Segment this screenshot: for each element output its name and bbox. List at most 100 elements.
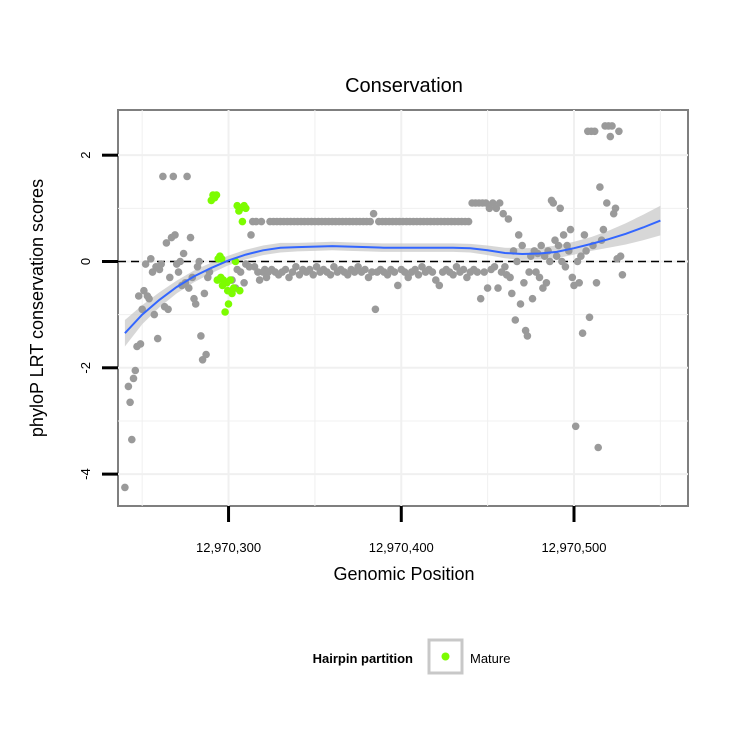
data-point-other (537, 241, 545, 250)
data-point-other (176, 257, 184, 266)
y-tick-label: 2 (78, 152, 93, 159)
data-point-other (281, 265, 290, 274)
data-point-other (473, 268, 482, 276)
legend-key-mature-point (441, 652, 450, 661)
data-point-other (414, 271, 423, 279)
data-point-other (494, 284, 502, 292)
data-point-other (309, 271, 318, 279)
data-point-other (147, 254, 155, 263)
data-point-other (164, 305, 172, 314)
legend-title: Hairpin partition (313, 651, 413, 666)
data-point-other (561, 263, 570, 271)
data-point-other (361, 265, 369, 274)
data-point-other (428, 268, 437, 276)
data-point-other (594, 443, 602, 452)
smooth-fit-line (124, 219, 661, 334)
data-point-other (582, 247, 590, 255)
data-point-other (254, 268, 262, 276)
data-point-other (157, 260, 165, 268)
data-point-other (153, 334, 162, 343)
data-point-other (126, 398, 134, 407)
data-point-other (162, 239, 171, 247)
data-point-other (603, 199, 611, 207)
data-point-other (566, 225, 575, 234)
data-point-other (528, 294, 537, 303)
data-point-mature (238, 217, 247, 226)
data-point-other (590, 127, 599, 136)
data-point-mature (221, 308, 229, 316)
data-point-other (247, 231, 255, 239)
data-point-other (121, 483, 129, 492)
data-point-mature (218, 281, 227, 290)
data-point-other (504, 215, 513, 223)
data-point-other (183, 172, 191, 181)
data-point-other (191, 300, 200, 308)
data-point-mature (217, 273, 225, 282)
data-point-other (326, 271, 335, 279)
data-point-other (549, 199, 558, 207)
data-point-other (145, 294, 153, 303)
data-point-other (390, 268, 399, 276)
data-point-other (511, 316, 520, 324)
x-tick-label: 12,970,300 (196, 540, 261, 555)
data-point-other (186, 233, 195, 242)
y-tick-label: 0 (78, 258, 93, 265)
data-point-other (185, 284, 193, 292)
data-point-other (611, 204, 620, 213)
data-point-other (166, 273, 174, 282)
data-point-other (552, 252, 561, 260)
data-point-other (171, 231, 179, 239)
data-point-other (592, 279, 601, 287)
y-tick-label: -2 (78, 362, 93, 374)
data-point-other (508, 289, 516, 298)
legend-key-box (427, 638, 464, 675)
data-point-other (464, 217, 473, 226)
data-point-other (179, 249, 188, 258)
data-point-other (480, 268, 489, 276)
data-point-other (580, 231, 589, 239)
data-point-other (195, 257, 203, 266)
data-point-other (578, 329, 587, 338)
data-point-other (252, 217, 260, 226)
y-axis-label: phyloP LRT conservation scores (27, 179, 47, 437)
data-point-other (255, 276, 264, 284)
data-point-other (200, 289, 209, 298)
data-point-other (575, 279, 583, 287)
data-point-other (518, 241, 526, 250)
data-point-other (616, 252, 625, 260)
plot-panel (117, 109, 689, 507)
data-point-other (608, 122, 616, 130)
x-tick-label: 12,970,400 (369, 540, 434, 555)
data-point-other (128, 435, 136, 444)
points-group (121, 122, 627, 492)
y-tick-label: -4 (78, 468, 93, 480)
data-point-other (501, 263, 509, 271)
data-point-other (483, 284, 492, 292)
data-point-other (513, 257, 521, 266)
data-point-other (571, 422, 580, 431)
data-point-other (556, 204, 564, 213)
data-point-other (506, 273, 514, 282)
data-point-other (559, 231, 568, 239)
data-point-other (368, 268, 376, 276)
data-point-other (618, 271, 627, 279)
data-point-other (202, 350, 210, 359)
data-point-other (523, 332, 532, 340)
data-point-other (174, 268, 183, 276)
data-point-other (606, 132, 615, 141)
data-point-other (134, 292, 143, 300)
data-point-mature (229, 284, 238, 292)
data-point-other (366, 217, 375, 226)
data-point-mature (217, 254, 226, 263)
data-point-other (131, 366, 140, 375)
data-point-other (371, 305, 380, 314)
x-axis-label: Genomic Position (333, 564, 474, 584)
data-point-other (240, 279, 248, 287)
data-point-other (394, 281, 402, 290)
data-point-other (459, 265, 468, 274)
data-point-other (435, 281, 444, 290)
data-point-mature (212, 191, 221, 199)
data-point-other (136, 340, 145, 348)
data-point-other (197, 332, 205, 340)
